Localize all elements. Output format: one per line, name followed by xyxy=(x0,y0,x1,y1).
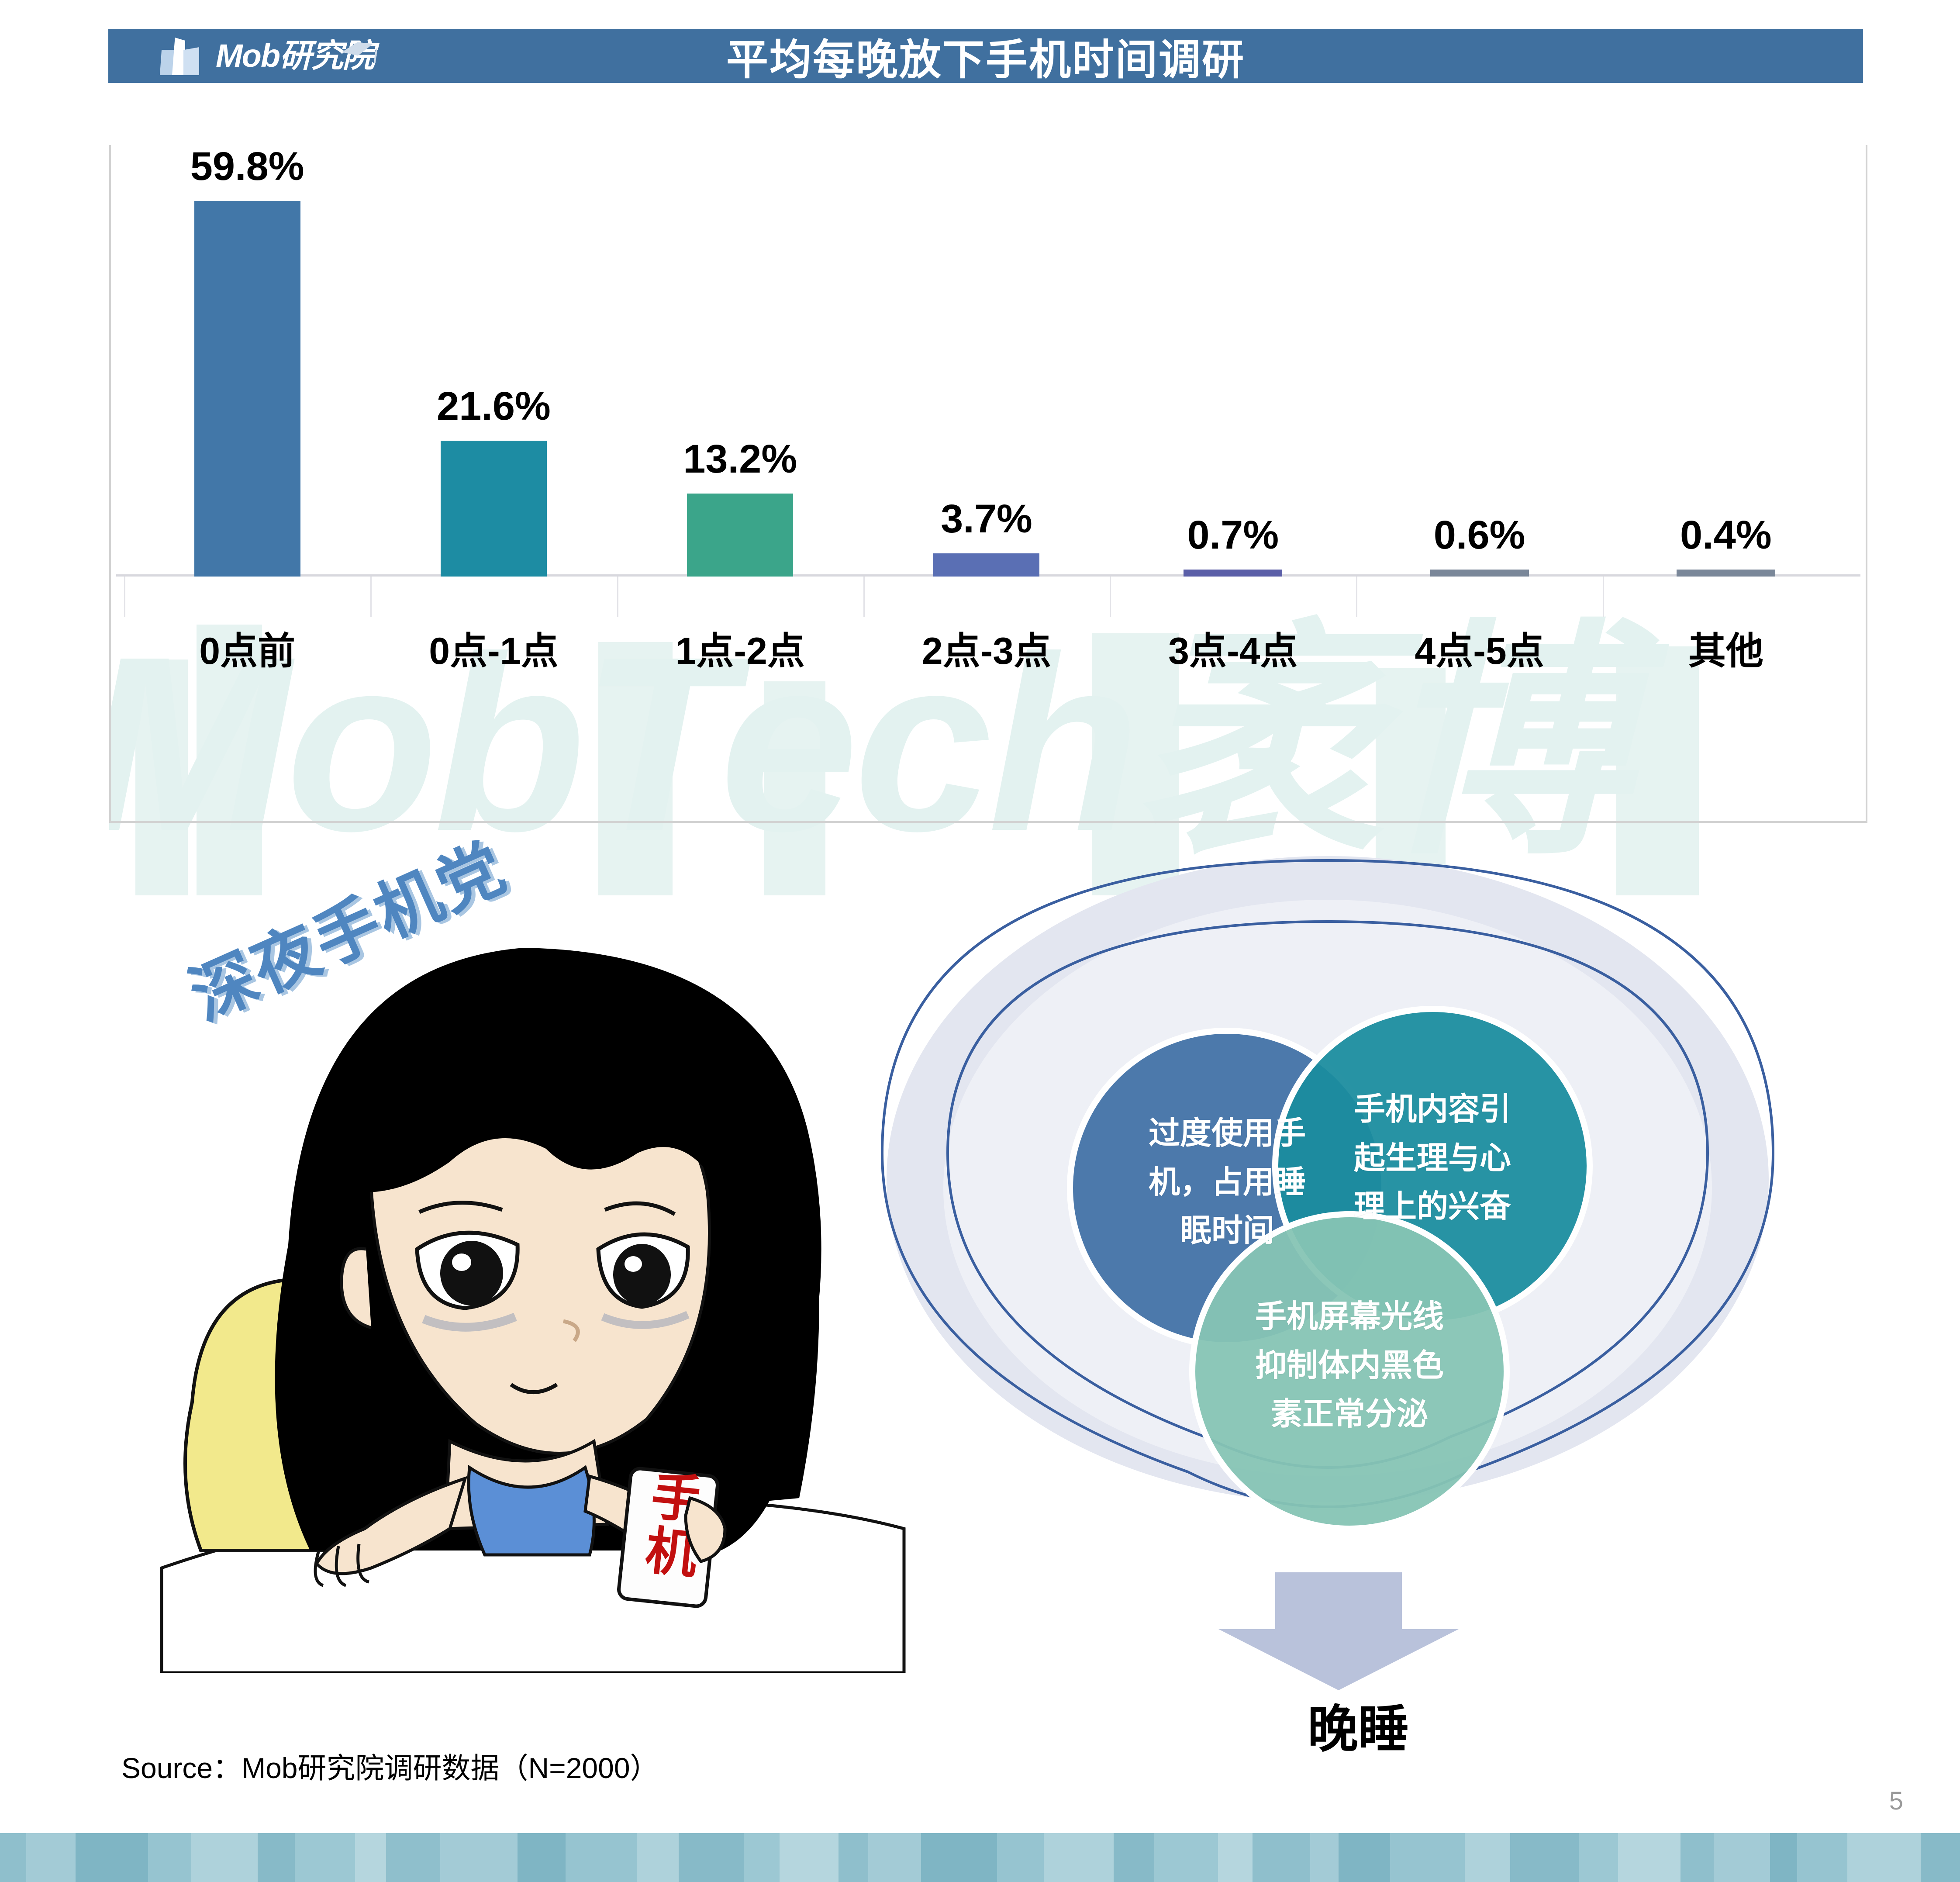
bar-category-label: 其他 xyxy=(1688,630,1763,672)
bar-group[interactable]: 0.4% 其他 xyxy=(1603,513,1849,672)
girl-illustration: 手 机 xyxy=(160,948,906,1675)
bar-group[interactable]: 3.7% 2点-3点 xyxy=(863,497,1110,672)
down-arrow-icon xyxy=(1218,1572,1459,1690)
mob-building-icon xyxy=(159,37,210,75)
chart-plot-area: 59.8% 0点前 21.6% 0点-1点 13.2% 1点-2点 3.7% 2点-3点 0.7… xyxy=(111,144,1866,821)
axis-tick xyxy=(863,577,865,617)
bar-5[interactable] xyxy=(1184,570,1283,577)
source-note: Source：Mob研究院调研数据（N=2000） xyxy=(121,1752,659,1784)
bar-value-label: 13.2% xyxy=(683,437,797,481)
bar-value-label: 0.4% xyxy=(1680,513,1772,557)
bar-group[interactable]: 21.6% 0点-1点 xyxy=(370,384,617,672)
bar-chart: 59.8% 0点前 21.6% 0点-1点 13.2% 1点-2点 3.7% 2点-3点 0.7… xyxy=(109,144,1867,823)
axis-tick xyxy=(124,577,125,617)
bar-value-label: 3.7% xyxy=(941,497,1032,541)
bar-category-label: 4点-5点 xyxy=(1415,630,1544,672)
axis-tick xyxy=(1602,577,1604,617)
bar-group[interactable]: 0.7% 3点-4点 xyxy=(1110,513,1356,672)
axis-tick xyxy=(370,577,372,617)
bar-category-label: 3点-4点 xyxy=(1168,630,1298,672)
bar-group[interactable]: 59.8% 0点前 xyxy=(124,144,370,672)
bar-value-label: 0.7% xyxy=(1187,513,1279,557)
axis-tick xyxy=(1356,577,1358,617)
bar-category-label: 0点-1点 xyxy=(429,630,559,672)
bar-value-label: 21.6% xyxy=(436,384,551,428)
venn-funnel-diagram: 过度使用手 机，占用睡 眠时间 手机内容引 起生理与心 理上的兴奋 手机屏幕光线… xyxy=(856,847,1860,1721)
logo: Mob研究院 xyxy=(159,32,378,79)
bar-4[interactable] xyxy=(933,553,1040,577)
axis-tick xyxy=(617,577,618,617)
page-title: 平均每晚放下手机时间调研 xyxy=(726,36,1245,83)
bar-1[interactable] xyxy=(194,201,300,577)
bar-category-label: 1点-2点 xyxy=(675,630,805,672)
bar-group[interactable]: 0.6% 4点-5点 xyxy=(1356,513,1602,672)
bar-3[interactable] xyxy=(687,494,794,577)
funnel-outcome-label: 晚睡 xyxy=(1308,1701,1409,1758)
venn-circle-3-text: 手机屏幕光线 抑制体内黑色 素正常分泌 xyxy=(1255,1299,1444,1432)
bar-2[interactable] xyxy=(440,441,547,577)
bar-category-label: 2点-3点 xyxy=(921,630,1052,672)
bar-group[interactable]: 13.2% 1点-2点 xyxy=(617,437,863,672)
funnel-shape xyxy=(880,856,1775,1690)
axis-tick xyxy=(1110,577,1111,617)
illustration-night-phone-user: 深夜手机党 xyxy=(144,830,921,1675)
graduation-cap-icon xyxy=(342,38,379,64)
bar-value-label: 0.6% xyxy=(1433,513,1525,557)
page-number: 5 xyxy=(1889,1787,1903,1815)
footer-bar xyxy=(0,1833,1960,1882)
venn-circle-1-text: 过度使用手 机，占用睡 眠时间 xyxy=(1148,1116,1306,1249)
bar-7[interactable] xyxy=(1676,570,1775,577)
bar-6[interactable] xyxy=(1430,570,1529,577)
logo-text: Mob研究院 xyxy=(216,38,375,74)
bar-category-label: 0点前 xyxy=(199,630,296,672)
venn-circle-2-text: 手机内容引 起生理与心 理上的兴奋 xyxy=(1353,1092,1511,1225)
slide-header: 平均每晚放下手机时间调研 Mob研究院 xyxy=(108,29,1863,83)
bar-value-label: 59.8% xyxy=(190,144,304,189)
